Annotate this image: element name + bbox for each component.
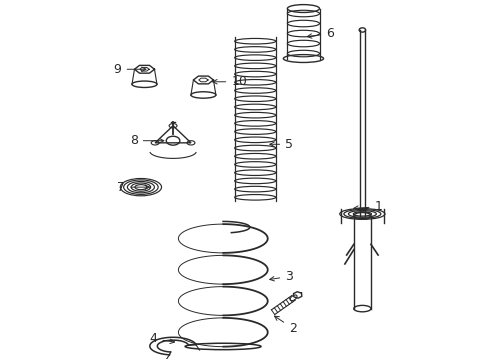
Text: 1: 1 bbox=[353, 200, 382, 213]
Text: 8: 8 bbox=[129, 134, 163, 147]
Text: 3: 3 bbox=[269, 270, 292, 283]
Text: 10: 10 bbox=[212, 75, 246, 88]
Text: 5: 5 bbox=[269, 138, 292, 151]
Text: 2: 2 bbox=[274, 316, 296, 335]
Text: 6: 6 bbox=[306, 27, 333, 40]
Text: 4: 4 bbox=[149, 333, 174, 346]
Text: 9: 9 bbox=[114, 63, 146, 76]
Text: 7: 7 bbox=[117, 181, 149, 194]
